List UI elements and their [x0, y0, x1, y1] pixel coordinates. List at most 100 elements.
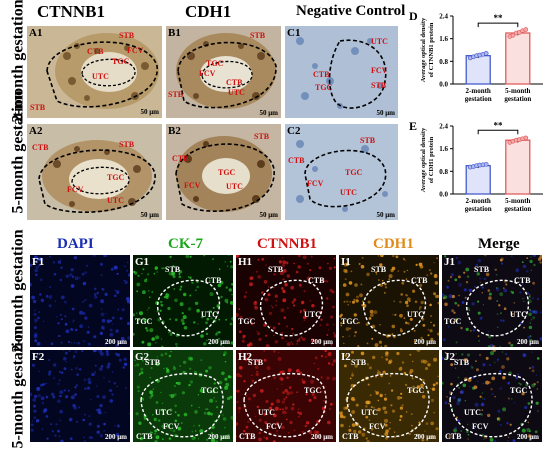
panel-a1-tag: CTB [87, 47, 104, 56]
panel-b2-tag: TGC [218, 168, 236, 177]
y-axis-label: of CTNNB1 protein [428, 22, 435, 77]
panel-a1-tag: STB [30, 103, 46, 112]
panel-c1-tag: CTB [313, 70, 330, 79]
panel-j2-tag: FCV [472, 422, 489, 431]
panel-b1-tag: FCV [199, 69, 216, 78]
data-point [483, 51, 489, 56]
panel-b1-tag: STB [250, 31, 266, 40]
panel-b1-tag: STB [168, 90, 184, 99]
panel-g2-scale: 200 μm [207, 433, 230, 441]
panel-h2-tag: TGC [304, 386, 322, 395]
panel-i1-tag: CTB [411, 276, 428, 285]
y-tick-label: 1.6 [439, 35, 448, 43]
panel-f1-scale: 200 μm [104, 338, 127, 346]
y-tick-label: 0.0 [439, 81, 448, 89]
panel-j1-tag: UTC [510, 310, 527, 319]
panel-h2-image [236, 350, 336, 442]
panel-h2-tag: FCV [266, 422, 283, 431]
panel-j2-label: J2 [444, 351, 455, 363]
panel-b2-tag: FCV [184, 181, 201, 190]
bar [505, 139, 531, 195]
panel-a2: A2 STB CTB TGC FCV UTC 50 μm [27, 124, 162, 220]
panel-c2-scale: 50 μm [376, 211, 395, 219]
panel-j1-tag: CTB [514, 276, 531, 285]
panel-i1-scale: 200 μm [413, 338, 436, 346]
panel-j2-tag: UTC [464, 408, 481, 417]
panel-h2-scale: 200 μm [310, 433, 333, 441]
panel-g1: G1 STB CTB TGC UTC 200 μm [133, 255, 233, 347]
y-tick-label: 0.8 [439, 58, 448, 66]
panel-a2-tag: UTC [107, 196, 124, 205]
significance-label: ** [494, 120, 504, 130]
panel-h1-tag: TGC [238, 317, 256, 326]
y-tick-label: 1.6 [439, 145, 448, 153]
x-category-label: gestation [465, 205, 492, 213]
panel-g1-image [133, 255, 233, 347]
y-tick-label: 0.8 [439, 168, 448, 176]
chart-e: 0.0 0.8 1.6 2.4 2-month gestation 5-month gesta… [405, 118, 547, 230]
x-category-label: gestation [465, 95, 492, 103]
panel-c1-tag: FCV [371, 66, 388, 75]
panel-g2: G2 STB TGC UTC FCV CTB 200 μm [133, 350, 233, 442]
data-point [510, 32, 516, 38]
chart-letter: E [409, 119, 417, 133]
panel-f2-scale: 200 μm [104, 433, 127, 441]
panel-g1-label: G1 [135, 256, 150, 268]
panel-j1-scale: 200 μm [516, 338, 539, 346]
col-title-merge: Merge [478, 236, 520, 252]
x-category-label: 5-month [505, 197, 530, 205]
panel-i2-scale: 200 μm [413, 433, 436, 441]
panel-g2-image [133, 350, 233, 442]
panel-i2-tag: STB [351, 358, 367, 367]
panel-b1-label: B1 [168, 27, 181, 39]
panel-b2-scale: 50 μm [259, 211, 278, 219]
panel-i2-label: I2 [341, 351, 351, 363]
panel-g2-tag: TGC [201, 386, 219, 395]
panel-g1-tag: CTB [205, 276, 222, 285]
col-title-ck7: CK-7 [168, 236, 203, 252]
panel-f2-label: F2 [32, 351, 45, 363]
chart-d-svg: 0.00.81.62.42-monthgestation5-monthgesta… [409, 9, 543, 103]
panel-c1: C1 UTC CTB TGC FCV STB 50 μm [285, 26, 398, 118]
panel-b1-tag: UTC [228, 88, 245, 97]
data-point [523, 135, 529, 141]
panel-j2: J2 STB TGC UTC FCV CTB 200 μm [442, 350, 542, 442]
significance-bracket [477, 22, 519, 28]
significance-bracket [477, 129, 519, 135]
panel-g2-tag: UTC [155, 408, 172, 417]
bar [465, 55, 491, 85]
panel-c2-tag: TGC [345, 168, 363, 177]
panel-i1-image [339, 255, 439, 347]
panel-g1-tag: UTC [201, 310, 218, 319]
panel-i2-tag: FCV [369, 422, 386, 431]
panel-c2-tag: CTB [288, 156, 305, 165]
panel-c1-scale: 50 μm [376, 109, 395, 117]
panel-a1-image [27, 26, 162, 118]
panel-f2: F2 200 μm [30, 350, 130, 442]
x-category-label: 2-month [466, 197, 491, 205]
panel-j2-scale: 200 μm [516, 433, 539, 441]
panel-c2-label: C2 [287, 125, 301, 137]
panel-j2-tag: CTB [445, 432, 462, 441]
panel-b1-tag: CTB [226, 78, 243, 87]
panel-a2-label: A2 [29, 125, 43, 137]
panel-a1-tag: FCV [127, 46, 144, 55]
panel-g1-tag: TGC [135, 317, 153, 326]
panel-j1-tag: TGC [444, 317, 462, 326]
panel-g1-tag: STB [165, 265, 181, 274]
panel-a1-scale: 50 μm [140, 108, 159, 116]
panel-j2-image [442, 350, 542, 442]
x-category-label: 5-month [505, 87, 530, 95]
panel-a2-tag: STB [119, 140, 135, 149]
x-category-label: gestation [504, 205, 531, 213]
panel-h2-label: H2 [238, 351, 253, 363]
panel-a1-tag: UTC [92, 72, 109, 81]
panel-c1-tag: UTC [371, 37, 388, 46]
panel-g1-scale: 200 μm [207, 338, 230, 346]
panel-i1-label: I1 [341, 256, 351, 268]
panel-i2: I2 STB TGC UTC FCV CTB 200 μm [339, 350, 439, 442]
y-axis-label: Average optical density [420, 127, 427, 192]
col-title-ctnnb1: CTNNB1 [37, 2, 106, 21]
panel-b1: B1 STB TGC FCV CTB UTC STB 50 μm [166, 26, 281, 118]
panel-b2: B2 STB CTB TGC FCV UTC 50 μm [166, 124, 281, 220]
